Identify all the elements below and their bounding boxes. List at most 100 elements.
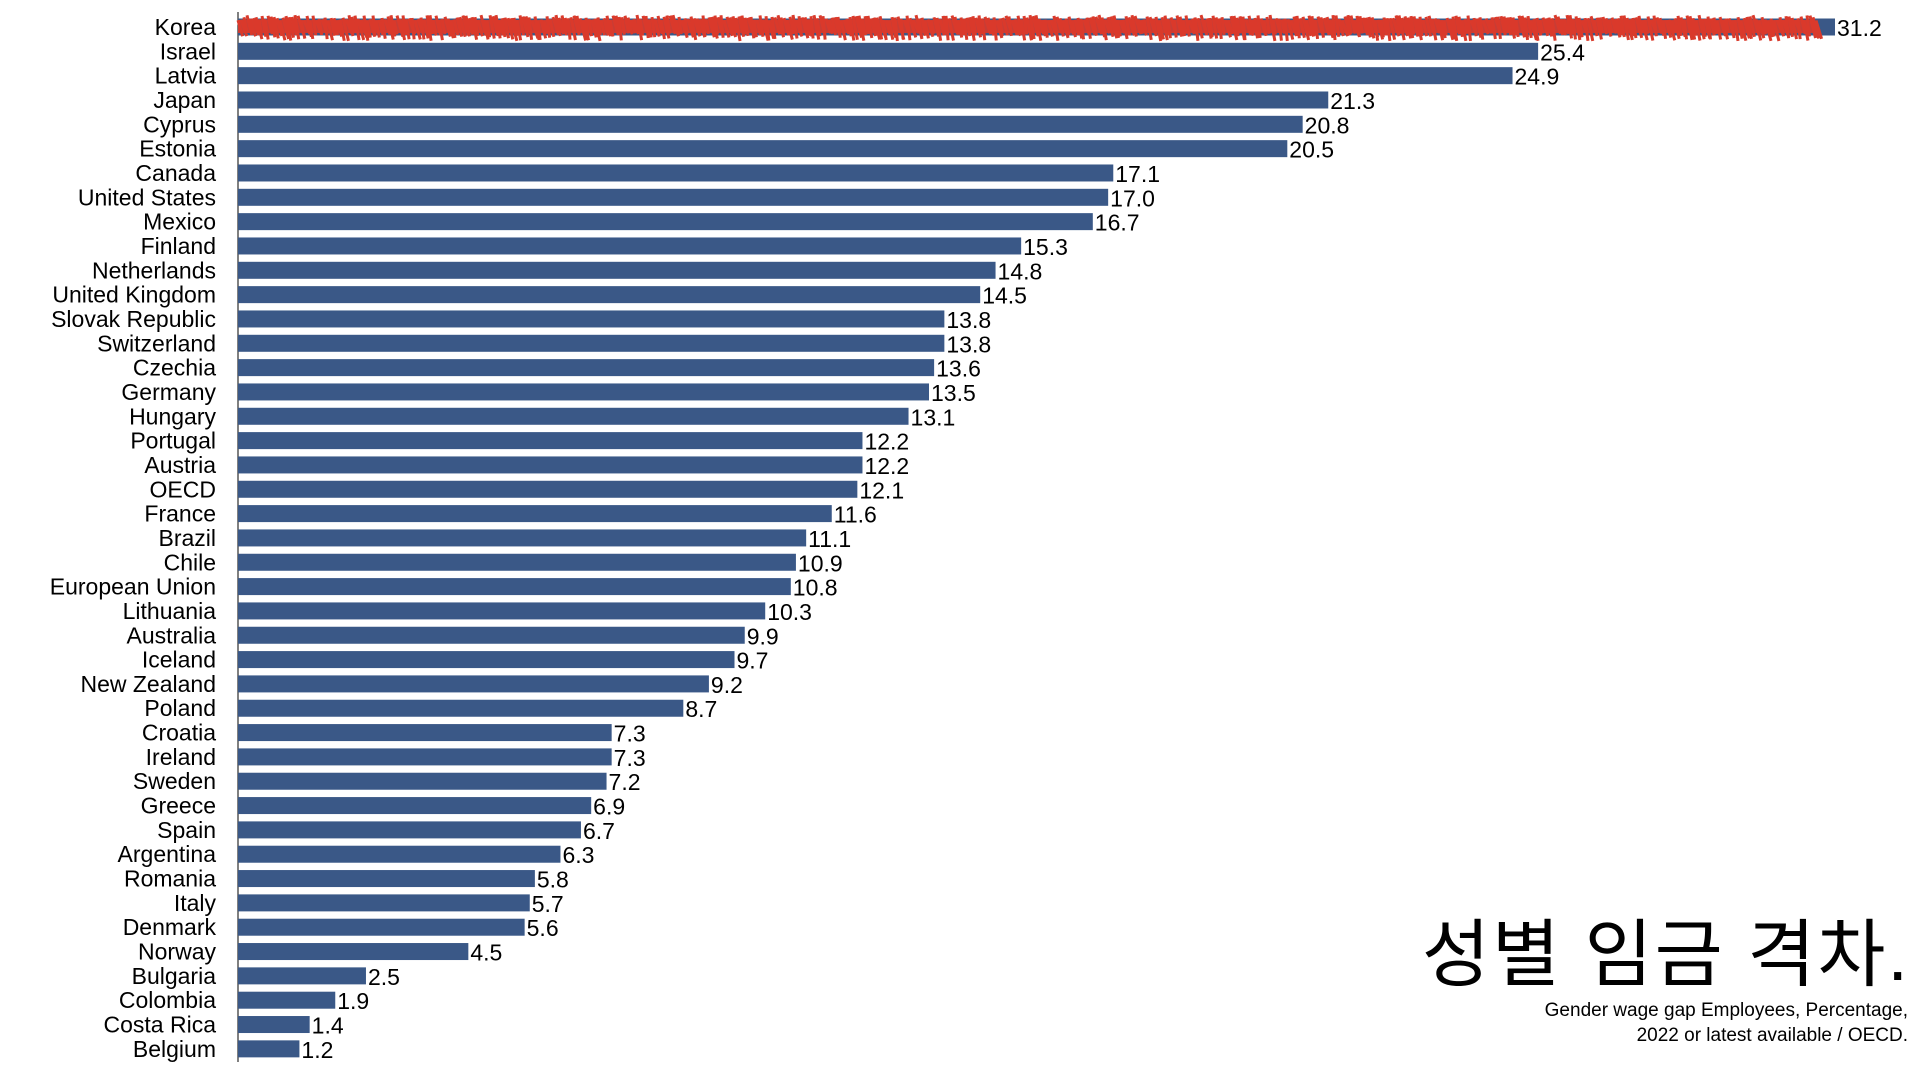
category-label: Cyprus [143, 111, 216, 137]
value-label: 8.7 [685, 696, 717, 722]
value-label: 20.5 [1289, 137, 1334, 163]
bar [238, 1040, 299, 1057]
value-label: 21.3 [1330, 88, 1375, 114]
bar [238, 237, 1021, 254]
category-label: New Zealand [80, 671, 216, 697]
category-label: Mexico [143, 209, 216, 235]
category-label: Czechia [133, 355, 216, 381]
category-label: Netherlands [92, 257, 216, 283]
category-label: OECD [150, 476, 216, 502]
value-label: 13.5 [931, 380, 976, 406]
bar [238, 943, 468, 960]
bar [238, 675, 709, 692]
category-label: Germany [121, 379, 216, 405]
value-label: 12.2 [864, 429, 909, 455]
value-label: 10.3 [767, 599, 812, 625]
value-label: 17.1 [1115, 161, 1160, 187]
value-label: 6.3 [562, 842, 594, 868]
bar [238, 748, 612, 765]
value-label: 7.3 [614, 745, 646, 771]
bar [238, 773, 607, 790]
category-label: Ireland [146, 744, 216, 770]
category-label: Israel [160, 38, 216, 64]
value-label: 10.9 [798, 550, 843, 576]
category-label: Costa Rica [104, 1012, 217, 1038]
category-label: Spain [157, 817, 216, 843]
bar [238, 140, 1287, 157]
category-label: Chile [164, 549, 216, 575]
value-label: 11.1 [808, 526, 851, 552]
bar [238, 919, 525, 936]
value-label: 9.2 [711, 672, 743, 698]
highlight-overlay [238, 20, 1815, 33]
bar [238, 116, 1303, 133]
bar [238, 335, 944, 352]
bar [238, 505, 832, 522]
category-label: Brazil [158, 525, 216, 551]
bar [238, 821, 581, 838]
category-label: Australia [127, 622, 217, 648]
value-label: 13.1 [911, 404, 956, 430]
value-label: 9.7 [737, 648, 769, 674]
bar [238, 578, 791, 595]
category-label: Colombia [119, 987, 216, 1013]
value-label: 7.2 [609, 769, 641, 795]
bar [238, 408, 909, 425]
category-label: Bulgaria [132, 963, 217, 989]
category-label: Belgium [133, 1036, 216, 1062]
subtitle-line-1: Gender wage gap Employees, Percentage, [1545, 998, 1908, 1023]
category-label: Croatia [142, 720, 216, 746]
bar [238, 189, 1108, 206]
value-label: 12.2 [864, 453, 909, 479]
chart-subtitle: Gender wage gap Employees, Percentage, 2… [1545, 998, 1908, 1048]
category-label: Portugal [130, 428, 216, 454]
value-label: 16.7 [1095, 210, 1140, 236]
category-label: Latvia [155, 63, 217, 89]
value-label: 13.6 [936, 356, 981, 382]
category-label: Argentina [118, 841, 217, 867]
bar [238, 456, 862, 473]
category-label: Canada [135, 160, 216, 186]
subtitle-line-2: 2022 or latest available / OECD. [1545, 1023, 1908, 1048]
bar [238, 529, 806, 546]
chart-title: 성별 임금 격차. [1422, 895, 1910, 1002]
value-label: 31.2 [1837, 15, 1882, 41]
bar [238, 481, 857, 498]
value-label: 14.5 [982, 283, 1027, 309]
category-label: Iceland [142, 647, 216, 673]
value-label: 1.9 [337, 988, 369, 1014]
category-label: Hungary [129, 403, 216, 429]
category-label: Slovak Republic [51, 306, 216, 332]
bar [238, 383, 929, 400]
bar [238, 724, 612, 741]
bar [238, 359, 934, 376]
bar [238, 870, 535, 887]
value-label: 13.8 [946, 307, 991, 333]
value-label: 2.5 [368, 964, 400, 990]
category-label: Romania [124, 866, 216, 892]
bar [238, 286, 980, 303]
bar [238, 164, 1113, 181]
category-label: United States [78, 184, 216, 210]
category-label: Korea [155, 14, 217, 40]
bar [238, 700, 683, 717]
value-label: 11.6 [834, 502, 877, 528]
category-label: United Kingdom [52, 282, 216, 308]
value-label: 24.9 [1515, 64, 1560, 90]
category-label: Japan [153, 87, 216, 113]
bar [238, 43, 1538, 60]
value-label: 4.5 [470, 940, 502, 966]
bar [238, 67, 1513, 84]
category-label: Finland [141, 233, 216, 259]
value-label: 13.8 [946, 331, 991, 357]
category-label: Estonia [139, 136, 216, 162]
value-label: 5.7 [532, 891, 564, 917]
value-label: 10.8 [793, 575, 838, 601]
value-label: 17.0 [1110, 185, 1155, 211]
bar [238, 554, 796, 571]
bar [238, 1016, 310, 1033]
value-label: 14.8 [998, 258, 1043, 284]
value-label: 5.8 [537, 867, 569, 893]
category-label: Austria [144, 452, 216, 478]
bar [238, 894, 530, 911]
